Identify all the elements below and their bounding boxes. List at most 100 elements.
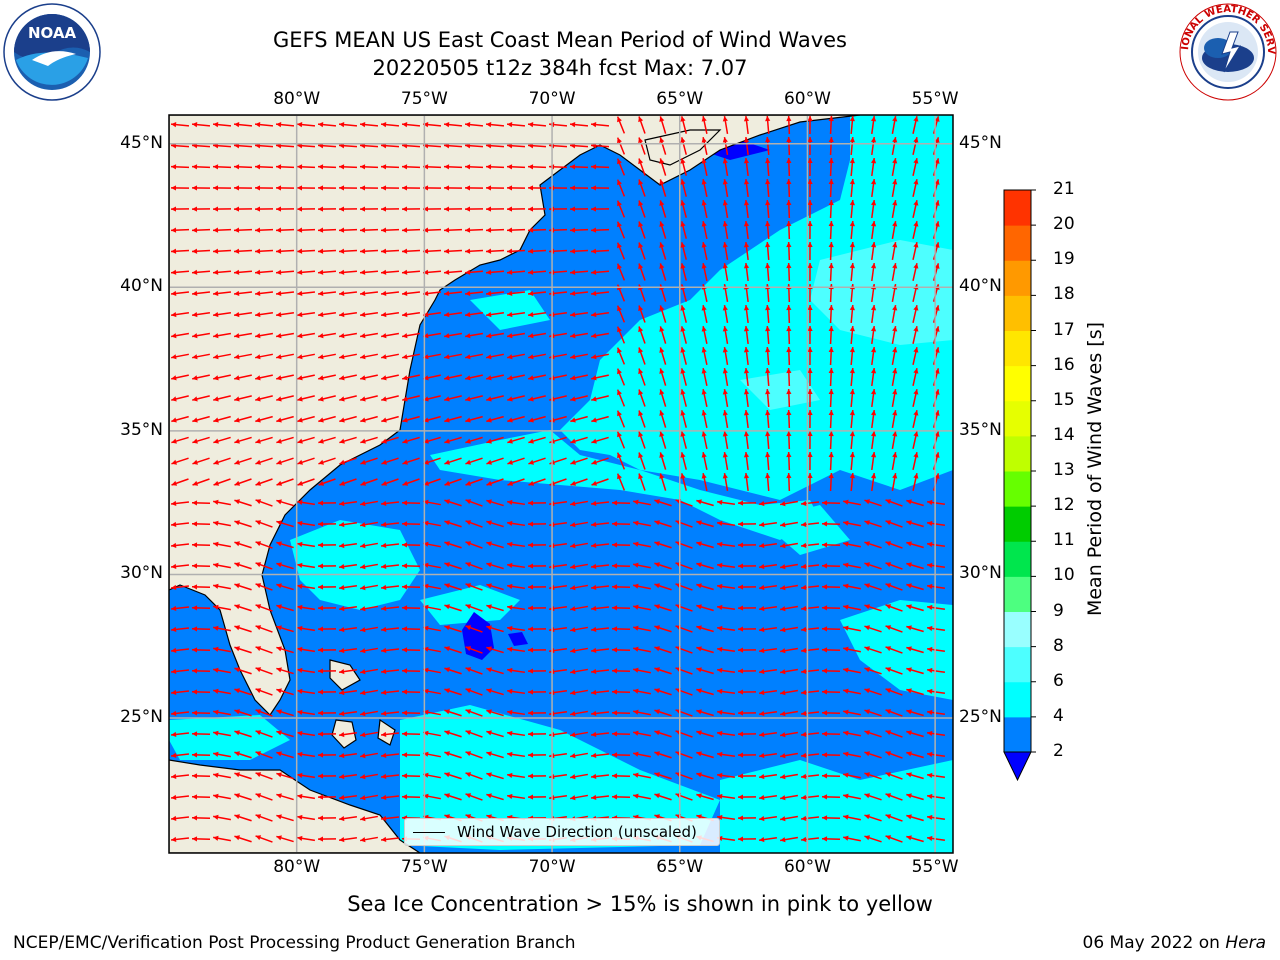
direction-arrow [680, 473, 687, 491]
direction-arrow [611, 521, 631, 527]
direction-arrow [843, 583, 861, 590]
direction-arrow [318, 415, 336, 423]
direction-arrow [234, 583, 252, 591]
direction-arrow [780, 500, 798, 507]
direction-arrow [338, 500, 358, 507]
direction-arrow [339, 415, 357, 423]
direction-arrow [638, 431, 646, 449]
direction-arrow [465, 520, 483, 528]
direction-arrow [701, 179, 708, 197]
direction-arrow [611, 731, 631, 737]
colorbar-tick-label: 11 [1053, 530, 1075, 551]
direction-arrow [800, 521, 820, 528]
direction-arrow [680, 263, 687, 281]
direction-arrow [338, 647, 358, 654]
direction-arrow [716, 562, 736, 569]
direction-arrow [737, 773, 757, 779]
direction-arrow [527, 731, 547, 737]
direction-arrow [359, 332, 379, 339]
direction-arrow [380, 227, 400, 233]
direction-arrow [443, 290, 463, 297]
direction-arrow [401, 332, 421, 339]
direction-arrow [444, 604, 462, 612]
direction-arrow [654, 688, 672, 696]
direction-arrow [485, 311, 505, 318]
direction-arrow [849, 115, 855, 135]
direction-arrow [570, 752, 588, 759]
direction-arrow [528, 374, 546, 381]
direction-arrow [297, 353, 315, 360]
colorbar-tick-label: 10 [1053, 565, 1075, 586]
direction-arrow [506, 499, 526, 506]
direction-arrow [254, 332, 274, 339]
direction-arrow [716, 814, 736, 821]
direction-arrow [743, 304, 750, 324]
direction-arrow [633, 541, 651, 548]
direction-arrow [616, 452, 626, 470]
direction-arrow [191, 605, 211, 611]
direction-arrow [926, 541, 946, 548]
direction-arrow [380, 185, 400, 191]
direction-arrow [444, 353, 462, 360]
direction-arrow [800, 689, 820, 696]
direction-arrow [444, 520, 462, 528]
direction-arrow [255, 499, 273, 507]
direction-arrow [807, 136, 813, 156]
direction-arrow [591, 457, 609, 465]
direction-arrow [864, 583, 882, 591]
direction-arrow [318, 353, 336, 360]
direction-arrow [590, 164, 610, 170]
direction-arrow [381, 415, 399, 423]
direction-arrow [317, 206, 337, 212]
direction-arrow [401, 164, 421, 170]
direction-arrow [680, 116, 687, 134]
direction-arrow [276, 835, 294, 843]
direction-arrow [800, 605, 820, 612]
direction-arrow [402, 415, 420, 423]
direction-arrow [654, 751, 672, 759]
direction-arrow [485, 248, 505, 254]
direction-arrow [191, 206, 211, 212]
direction-arrow [570, 563, 588, 570]
colorbar-segment [1004, 576, 1031, 612]
direction-arrow [638, 116, 646, 134]
direction-arrow [506, 709, 526, 716]
direction-arrow [570, 689, 588, 696]
direction-arrow [659, 368, 667, 386]
direction-arrow [821, 584, 841, 590]
direction-arrow [464, 122, 484, 128]
direction-arrow [590, 185, 610, 191]
direction-arrow [570, 521, 588, 528]
direction-arrow [843, 709, 861, 716]
direction-arrow [401, 605, 421, 611]
direction-arrow [255, 604, 273, 612]
direction-arrow [743, 220, 750, 240]
direction-arrow [486, 793, 504, 801]
direction-arrow [659, 263, 667, 281]
direction-arrow [213, 730, 231, 737]
direction-arrow [422, 164, 442, 170]
direction-arrow [213, 415, 231, 423]
direction-arrow [780, 668, 798, 675]
lat-label-right: 40°N [959, 276, 1002, 297]
direction-arrow [570, 584, 588, 591]
direction-arrow [680, 242, 687, 260]
direction-arrow [170, 794, 190, 801]
direction-arrow [486, 436, 504, 444]
direction-arrow [807, 304, 813, 324]
direction-arrow [807, 325, 813, 345]
lon-label-top: 75°W [400, 89, 448, 109]
direction-arrow [758, 542, 778, 549]
direction-arrow [864, 520, 882, 528]
direction-arrow [212, 227, 232, 233]
direction-arrow [743, 409, 750, 429]
direction-arrow [401, 752, 421, 758]
direction-arrow [275, 206, 295, 212]
direction-arrow [443, 227, 463, 233]
direction-arrow [616, 221, 626, 239]
direction-arrow [800, 584, 820, 591]
direction-arrow [527, 668, 547, 674]
direction-arrow [527, 584, 547, 590]
direction-arrow [444, 562, 462, 570]
direction-arrow [444, 751, 462, 759]
